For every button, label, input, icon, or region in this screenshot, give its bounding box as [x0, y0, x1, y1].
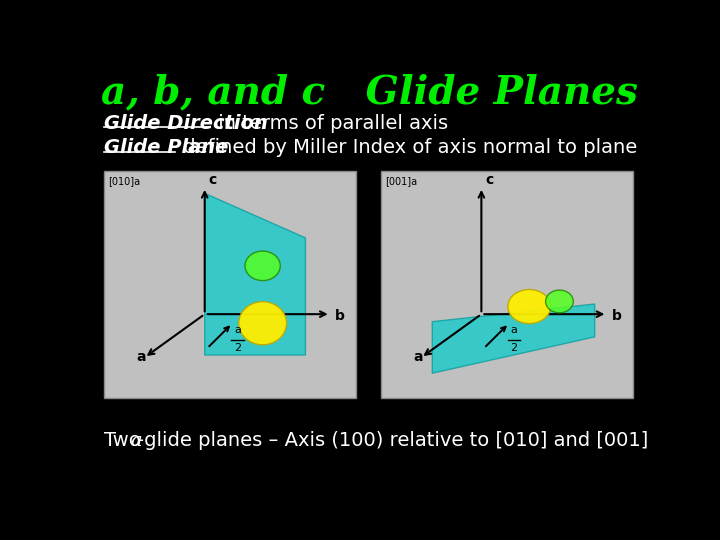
Text: a: a: [510, 325, 518, 335]
Ellipse shape: [239, 302, 287, 345]
Text: c: c: [209, 173, 217, 187]
Text: a: a: [234, 325, 241, 335]
Text: in terms of parallel axis: in terms of parallel axis: [212, 114, 448, 133]
Text: b: b: [336, 309, 345, 323]
Polygon shape: [432, 304, 595, 373]
Ellipse shape: [508, 289, 551, 323]
Bar: [381, 171, 632, 398]
Text: Glide Direction: Glide Direction: [104, 114, 268, 133]
Text: -glide planes – Axis (100) relative to [010] and [001]: -glide planes – Axis (100) relative to […: [138, 431, 649, 450]
Text: [001]a: [001]a: [385, 176, 418, 186]
Text: 2: 2: [510, 342, 518, 353]
Text: a, b, and c   Glide Planes: a, b, and c Glide Planes: [101, 73, 637, 112]
Text: [010]a: [010]a: [109, 176, 140, 186]
Ellipse shape: [546, 290, 573, 313]
Text: 2: 2: [234, 342, 241, 353]
Text: a: a: [130, 431, 142, 450]
Text: defined by Miller Index of axis normal to plane: defined by Miller Index of axis normal t…: [177, 138, 637, 158]
Bar: [104, 171, 356, 398]
Text: b: b: [612, 309, 622, 323]
Text: Two: Two: [104, 431, 147, 450]
Text: Glide Plane: Glide Plane: [104, 138, 228, 158]
Ellipse shape: [245, 251, 280, 281]
Text: a: a: [413, 350, 423, 364]
Polygon shape: [204, 193, 305, 355]
Text: a: a: [137, 350, 146, 364]
Text: c: c: [485, 173, 493, 187]
